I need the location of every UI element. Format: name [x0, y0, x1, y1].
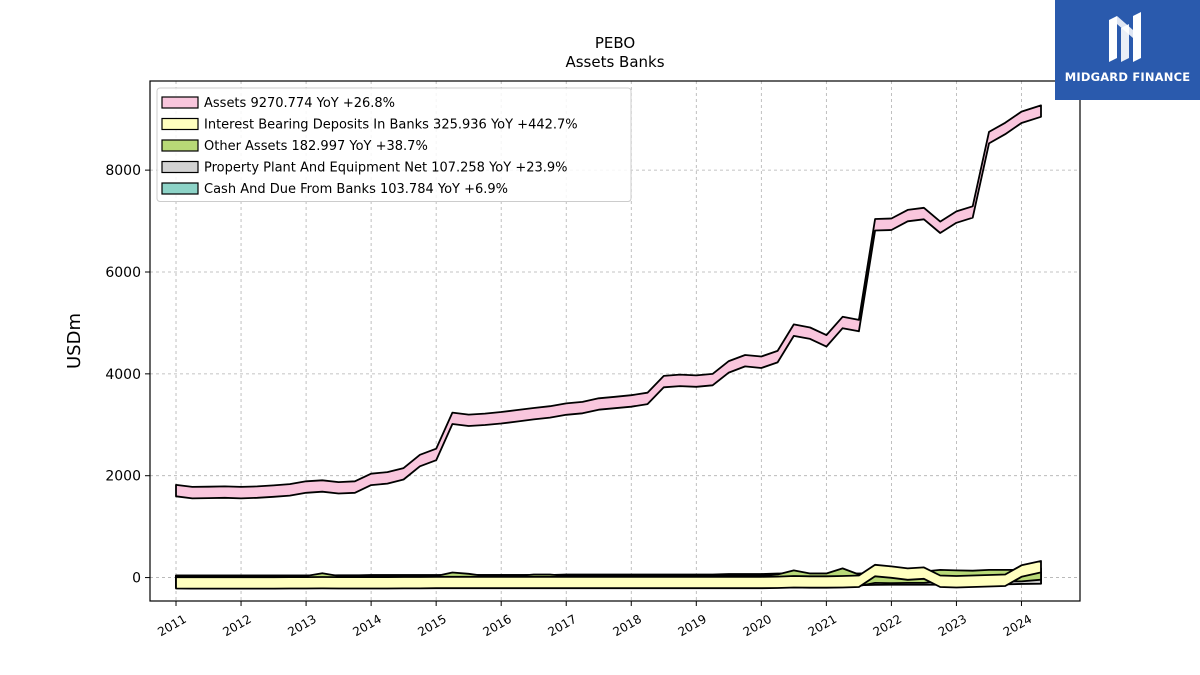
x-tick-label: 2019 [676, 612, 709, 639]
legend: Assets 9270.774 YoY +26.8% Interest Beari… [156, 87, 632, 202]
x-tick-label: 2022 [871, 612, 904, 639]
chart-subtitle: Assets Banks [565, 53, 664, 71]
x-tick-label: 2020 [741, 612, 774, 639]
brand-logo: MIDGARD FINANCE [1055, 0, 1200, 100]
series-area-interest-bearing-deposits-in-banks [175, 560, 1042, 590]
x-tick-label: 2018 [611, 612, 644, 639]
x-tick-label: 2014 [350, 612, 383, 639]
legend-swatch [161, 117, 199, 131]
x-tick-label: 2021 [806, 612, 839, 639]
y-tick-label: 8000 [105, 163, 141, 179]
legend-box [156, 87, 632, 202]
y-tick-label: 2000 [105, 469, 141, 485]
legend-entry: Other Assets 182.997 YoY +38.7% [204, 139, 428, 154]
y-tick-label: 4000 [105, 367, 141, 383]
series-area-assets [175, 104, 1042, 500]
x-tick-label: 2017 [545, 612, 578, 639]
y-axis: 0 2000 4000 6000 8000 [105, 163, 150, 587]
legend-swatch [161, 139, 199, 152]
legend-swatch [161, 160, 199, 174]
x-tick-label: 2013 [285, 612, 318, 639]
y-tick-label: 6000 [105, 265, 141, 281]
x-tick-label: 2011 [155, 612, 188, 639]
series-areas [175, 104, 1042, 590]
plot-frame [149, 80, 1081, 602]
brand-name: MIDGARD FINANCE [1064, 70, 1191, 84]
legend-entry: Cash And Due From Banks 103.784 YoY +6.9… [204, 182, 508, 197]
legend-swatch [161, 96, 199, 109]
x-tick-label: 2015 [415, 612, 448, 639]
x-tick-label: 2023 [936, 612, 969, 639]
y-tick-label: 0 [132, 571, 141, 587]
x-tick-label: 2012 [220, 612, 253, 639]
x-tick-label: 2024 [1001, 612, 1034, 639]
legend-entry: Assets 9270.774 YoY +26.8% [204, 96, 395, 111]
legend-swatch [161, 182, 199, 195]
legend-entry: Interest Bearing Deposits In Banks 325.9… [204, 118, 578, 133]
midgard-m-icon [1109, 12, 1141, 62]
y-axis-label: USDm [64, 313, 85, 369]
legend-entry: Property Plant And Equipment Net 107.258… [204, 161, 568, 176]
chart-title: PEBO [595, 34, 635, 52]
x-axis: 2011 2012 2013 2014 2015 2016 2017 2018 2019 2020… [155, 601, 1034, 639]
x-tick-label: 2016 [480, 612, 513, 639]
